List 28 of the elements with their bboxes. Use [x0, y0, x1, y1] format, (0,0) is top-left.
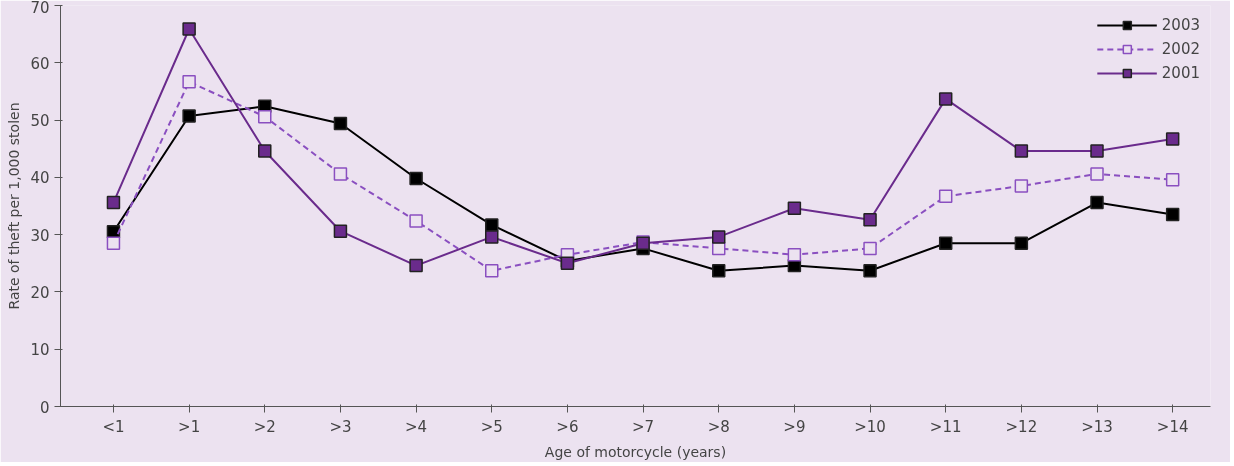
x-axis-title: Age of motorcycle (years)	[544, 443, 727, 460]
x-tick-label: <1	[102, 417, 125, 436]
x-tick-label: >7	[632, 417, 655, 436]
legend-label: 2002	[1161, 40, 1200, 58]
x-tick-label: >9	[783, 417, 806, 436]
x-tick-label: >4	[405, 417, 428, 436]
y-tick-label: 20	[30, 283, 50, 302]
x-tick-label: >6	[556, 417, 579, 436]
y-tick-label: 50	[30, 112, 50, 131]
y-tick-label: 0	[39, 398, 50, 417]
legend-label: 2003	[1161, 16, 1200, 34]
y-tick-label: 70	[30, 0, 50, 17]
y-tick-label: 30	[30, 226, 50, 245]
x-tick-label: >13	[1081, 417, 1113, 436]
x-tick-label: >1	[178, 417, 201, 436]
x-tick-label: >2	[253, 417, 276, 436]
x-tick-label: >8	[707, 417, 730, 436]
x-tick-label: >3	[329, 417, 352, 436]
y-tick-label: 40	[30, 169, 50, 188]
legend-label: 2001	[1161, 64, 1200, 82]
x-tick-label: >14	[1156, 417, 1189, 436]
x-tick-label: >12	[1005, 417, 1038, 436]
x-tick-label: >5	[480, 417, 503, 436]
x-tick-label: >11	[929, 417, 962, 436]
y-tick-label: 10	[30, 341, 50, 360]
y-axis-title: Rate of theft per 1,000 stolen	[6, 102, 23, 310]
y-tick-label: 60	[30, 54, 50, 73]
x-tick-label: >10	[854, 417, 886, 436]
